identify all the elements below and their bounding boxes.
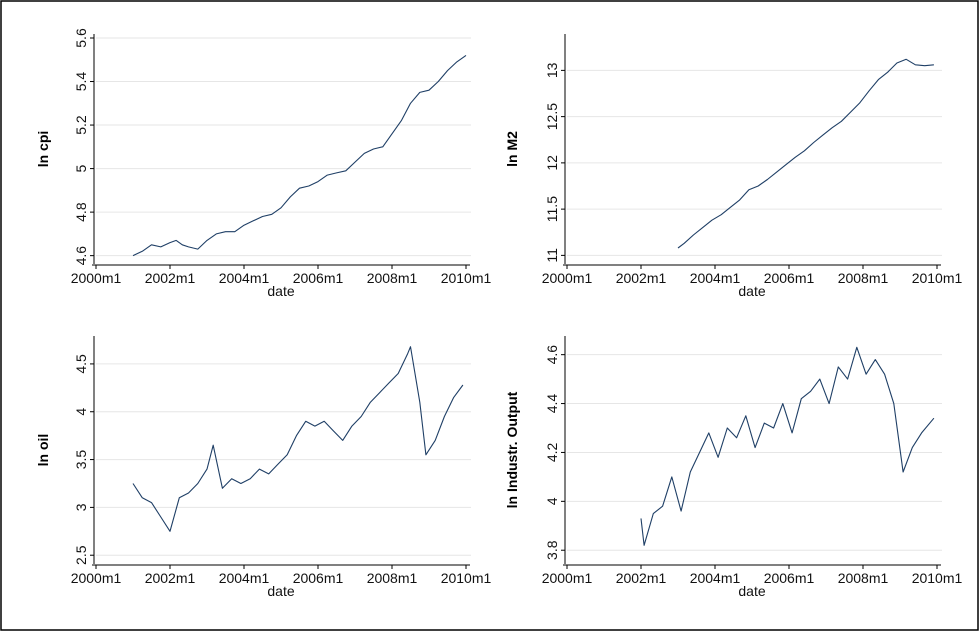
series-line <box>132 346 464 532</box>
y-tick-label: 12 <box>544 155 560 171</box>
y-tick-label: 3.5 <box>73 450 89 470</box>
x-tick-label: 2002m1 <box>145 570 196 586</box>
x-tick-label: 2000m1 <box>542 570 593 586</box>
x-axis-title: date <box>738 283 765 299</box>
chart-panels: 4.6 4.8 5 5.2 5.4 5.6 2000m1 2002m1 2004m1 2006m1… <box>35 28 963 599</box>
x-tick-label: 2010m1 <box>441 570 492 586</box>
y-tick-label: 5.4 <box>73 72 89 92</box>
series-line <box>677 58 934 249</box>
x-tick-label: 2000m1 <box>71 570 122 586</box>
x-tick-label: 2004m1 <box>690 570 741 586</box>
x-tick-label: 2004m1 <box>690 270 741 286</box>
y-tick-label: 4 <box>544 497 560 505</box>
panel-4: 3.8 4 4.2 4.4 4.6 2000m1 2002m1 2004m1 2006m1 200… <box>504 336 963 599</box>
x-tick-label: 2004m1 <box>219 270 270 286</box>
panel-2: 11 11.5 12 12.5 13 2000m1 2002m1 2004m1 2006m1 20… <box>504 34 963 299</box>
y-tick-label: 5.6 <box>73 28 89 48</box>
x-tick-label: 2006m1 <box>764 270 815 286</box>
y-tick-label: 12.5 <box>544 103 560 130</box>
y-axis-title: ln Industr. Output <box>504 391 520 508</box>
y-tick-label: 4.6 <box>544 345 560 365</box>
x-axis-title: date <box>267 283 294 299</box>
x-tick-label: 2000m1 <box>71 270 122 286</box>
y-tick-label: 11 <box>544 248 560 263</box>
panel-3: 2.5 3 3.5 4 4.5 2000m1 2002m1 2004m1 2006m1 2008m… <box>35 336 492 599</box>
x-tick-label: 2006m1 <box>764 570 815 586</box>
y-tick-label: 5.2 <box>73 115 89 135</box>
x-tick-label: 2010m1 <box>912 270 963 286</box>
x-tick-label: 2008m1 <box>367 570 418 586</box>
y-tick-label: 4.5 <box>73 354 89 374</box>
x-tick-label: 2010m1 <box>912 570 963 586</box>
x-tick-label: 2002m1 <box>145 270 196 286</box>
y-tick-label: 4 <box>73 408 89 416</box>
y-tick-label: 4.8 <box>73 202 89 222</box>
y-tick-label: 4.6 <box>73 246 89 266</box>
x-tick-label: 2004m1 <box>219 570 270 586</box>
x-axis-title: date <box>738 583 765 599</box>
y-tick-label: 13 <box>544 62 560 78</box>
x-tick-label: 2000m1 <box>542 270 593 286</box>
y-axis-title: ln oil <box>35 434 51 467</box>
x-tick-label: 2008m1 <box>838 270 889 286</box>
x-tick-label: 2002m1 <box>616 270 667 286</box>
y-tick-label: 2.5 <box>73 545 89 565</box>
y-tick-label: 3.8 <box>544 540 560 560</box>
y-tick-label: 5 <box>73 164 89 172</box>
y-tick-label: 4.4 <box>544 394 560 414</box>
y-tick-label: 11.5 <box>544 196 560 222</box>
y-tick-label: 3 <box>73 503 89 511</box>
series-line <box>640 346 935 546</box>
x-tick-label: 2006m1 <box>293 270 344 286</box>
y-axis-title: ln cpi <box>35 131 51 168</box>
x-tick-label: 2002m1 <box>616 570 667 586</box>
x-tick-label: 2008m1 <box>367 270 418 286</box>
y-axis-title: ln M2 <box>504 131 520 167</box>
x-tick-label: 2010m1 <box>441 270 492 286</box>
x-axis-title: date <box>267 583 294 599</box>
y-tick-label: 4.2 <box>544 443 560 463</box>
series-line <box>132 54 467 257</box>
x-tick-label: 2008m1 <box>838 570 889 586</box>
x-tick-label: 2006m1 <box>293 570 344 586</box>
panel-1: 4.6 4.8 5 5.2 5.4 5.6 2000m1 2002m1 2004m1 2006m1… <box>35 28 492 299</box>
